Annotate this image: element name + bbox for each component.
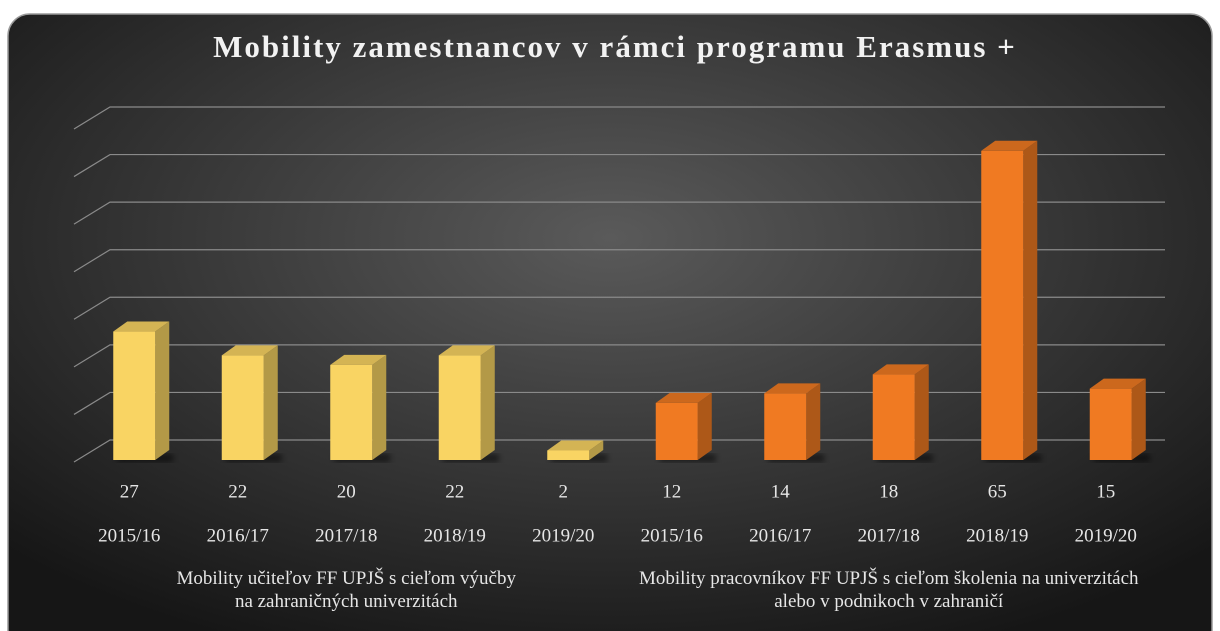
x-tick-label: 2019/20 — [532, 525, 594, 546]
bar-side — [697, 392, 712, 460]
x-tick-label: 2015/16 — [98, 525, 160, 546]
bar-side — [589, 440, 604, 460]
bar-top — [655, 392, 712, 403]
bar — [113, 331, 156, 460]
bar — [547, 450, 590, 460]
x-tick-label: 2018/19 — [424, 525, 486, 546]
bar-top — [764, 383, 821, 394]
bar-top — [547, 440, 604, 451]
x-tick-label: 2018/19 — [966, 525, 1028, 546]
bar-top — [221, 345, 278, 356]
grid-line — [73, 106, 1165, 130]
chart-background — [7, 13, 1213, 631]
grid-line — [73, 249, 1165, 273]
grid-line — [73, 296, 1165, 320]
bar — [221, 355, 264, 460]
bar-side — [1131, 378, 1146, 460]
x-tick-label: 2019/20 — [1075, 525, 1137, 546]
bar — [330, 364, 373, 460]
data-label: 65 — [988, 481, 1007, 502]
bar-side — [263, 345, 278, 460]
grid-line — [73, 201, 1165, 225]
data-label: 12 — [662, 481, 681, 502]
data-label: 20 — [337, 481, 356, 502]
bar — [872, 374, 915, 460]
data-label: 22 — [445, 481, 464, 502]
bar-side — [914, 364, 929, 460]
bar — [1089, 388, 1132, 460]
bar-side — [1023, 140, 1038, 461]
x-tick-label: 2017/18 — [858, 525, 920, 546]
group-label: Mobility pracovníkov FF UPJŠ s cieľom šk… — [639, 567, 1139, 612]
bar-top — [1089, 378, 1146, 389]
bar — [438, 355, 481, 460]
chart-title: Mobility zamestnancov v rámci programu E… — [213, 29, 1017, 64]
bar-top — [330, 354, 387, 365]
group-label: Mobility učiteľov FF UPJŠ s cieľom výučb… — [176, 567, 516, 612]
x-tick-label: 2016/17 — [207, 525, 269, 546]
data-label: 2 — [559, 481, 569, 502]
bar-side — [155, 321, 170, 460]
bar — [655, 402, 698, 460]
x-tick-label: 2016/17 — [749, 525, 811, 546]
data-label: 18 — [879, 481, 898, 502]
bar-top — [872, 364, 929, 375]
bar-side — [806, 383, 821, 460]
grid-line — [73, 344, 1165, 368]
x-tick-label: 2017/18 — [315, 525, 377, 546]
x-tick-label: 2015/16 — [641, 525, 703, 546]
bar-side — [372, 354, 387, 460]
data-label: 15 — [1096, 481, 1115, 502]
data-label: 14 — [771, 481, 791, 502]
data-label: 27 — [120, 481, 139, 502]
grid-line — [73, 153, 1165, 178]
bar-top — [981, 140, 1038, 151]
bar-top — [438, 345, 495, 356]
bar — [981, 150, 1024, 461]
bar-top — [113, 321, 170, 332]
bar — [764, 393, 807, 460]
data-label: 22 — [228, 481, 247, 502]
bar-side — [480, 345, 495, 460]
